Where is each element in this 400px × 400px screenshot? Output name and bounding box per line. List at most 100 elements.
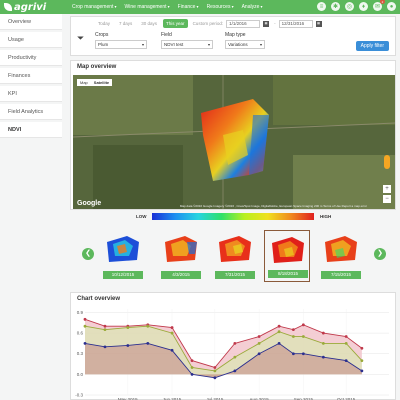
data-point [170,348,174,352]
snapshot-date: 7/31/2015 [215,271,255,279]
sidebar-item-finances[interactable]: Finances [0,68,62,84]
date-from-input[interactable]: 1/1/2016 [226,19,261,28]
data-point [213,376,217,380]
street-view-pegman-icon[interactable] [384,155,390,169]
field-label: Field [161,32,172,38]
data-point [103,345,107,349]
data-point [321,342,325,345]
sidebar-item-overview[interactable]: Overview [0,14,62,30]
y-tick-label: 0.6 [77,331,84,336]
field-select[interactable]: NDVI test [161,40,213,49]
nav-finance[interactable]: Finance [178,4,199,10]
data-point [277,330,281,334]
notifications-icon[interactable]: ✉ 2 [373,0,385,11]
data-point [301,335,305,338]
data-point [360,359,364,362]
data-point [146,324,150,328]
main-nav: Crop management Wine management Finance … [72,4,263,10]
period-today[interactable]: Today [98,21,111,26]
notification-badge: 2 [380,0,385,4]
apply-filter-button[interactable]: Apply filter [355,41,389,51]
data-point [360,346,364,350]
next-arrow-button[interactable]: ❯ [374,248,386,260]
snapshot-thumbnail[interactable]: 7/15/2015 [318,230,364,282]
snapshot-thumbnail[interactable]: 4/3/2015 [158,230,204,282]
data-point [257,335,261,338]
snapshot-date: 7/15/2015 [321,271,361,279]
calendar-icon[interactable]: ▦ [263,20,270,27]
crops-label: Crops [95,32,109,38]
data-point [257,342,261,345]
data-point [277,342,281,345]
nav-resources[interactable]: Resources [207,4,234,10]
maptype-select[interactable]: Variations [225,40,265,49]
data-point [233,355,237,359]
snapshot-date: 10/12/2015 [103,271,143,279]
app-logo[interactable]: agrivi [0,2,68,13]
snapshot-image [325,236,357,262]
sidebar-item-usage[interactable]: Usage [0,32,62,48]
y-tick-label: 0.3 [77,351,84,356]
data-point [146,342,150,345]
snapshot-thumbnail-selected[interactable]: 8/18/2015 [264,230,310,282]
zoom-out-button[interactable]: − [383,195,391,203]
data-point [291,335,295,338]
chart-overview-panel: Chart overview 0.9 0.6 0.3 0.0 -0.3 May 2015 J… [70,292,396,400]
y-tick-label: -0.3 [75,393,83,398]
data-point [344,342,348,345]
tab-satellite[interactable]: Satellite [93,80,110,85]
list-icon[interactable]: ≡ [317,2,326,11]
data-point [360,369,364,373]
map-overview-panel: Map overview [70,60,396,210]
data-point [301,323,305,327]
data-point [213,366,217,369]
sidebar-item-field-analytics[interactable]: Field Analytics [0,104,62,120]
date-separator: - [274,21,276,26]
snapshot-thumbnail[interactable]: 7/31/2015 [212,230,258,282]
calendar-icon[interactable]: ▦ [315,20,322,27]
sidebar-item-kpi[interactable]: KPI [0,86,62,102]
wine-icon[interactable]: ♦ [359,2,368,11]
settings-icon[interactable]: ✱ [331,2,340,11]
nav-crop-management[interactable]: Crop management [72,4,117,10]
data-point [213,369,217,373]
satellite-imagery [73,75,395,209]
tab-map[interactable]: Map [80,80,88,85]
period-selector: Today 7 days 30 days This year Custom pe… [95,19,322,28]
chart-overview-title: Chart overview [77,296,121,302]
series-area [85,343,362,378]
period-this-year[interactable]: This year [163,19,188,28]
maptype-label: Map type [225,32,246,38]
prev-arrow-button[interactable]: ❮ [82,248,94,260]
nav-analyze[interactable]: Analyze [242,4,263,10]
ndvi-color-legend [152,213,314,220]
x-tick-label: Jun 2015 [163,397,182,400]
data-point [233,369,237,373]
x-tick-label: Aug 2015 [249,397,269,400]
data-point [344,359,348,362]
legend-low-label: LOW [136,214,147,219]
user-icon[interactable]: ● [387,2,396,11]
data-point [344,335,348,338]
ndvi-map[interactable]: Map Satellite + − Google Map data ©2016 … [73,75,395,209]
data-point [83,324,87,328]
data-point [190,366,194,369]
snapshot-date: 4/3/2015 [161,271,201,279]
sidebar-item-productivity[interactable]: Productivity [0,50,62,66]
nav-wine-management[interactable]: Wine management [125,4,170,10]
period-30-days[interactable]: 30 days [141,21,158,26]
ndvi-chart[interactable]: 0.9 0.6 0.3 0.0 -0.3 May 2015 Jun 2015 Jul 2015… [71,293,397,400]
sidebar-item-ndvi[interactable]: NDVI [0,122,62,138]
date-to-input[interactable]: 12/31/2016 [278,19,313,28]
data-point [233,342,237,345]
support-icon[interactable]: ◎ [345,2,354,11]
data-point [321,331,325,335]
y-tick-label: 0.0 [77,372,84,377]
period-7-days[interactable]: 7 days [119,21,133,26]
crops-select[interactable]: Plum [95,40,147,49]
data-point [291,352,295,356]
snapshot-image [272,237,304,263]
zoom-in-button[interactable]: + [383,185,391,193]
snapshot-thumbnail[interactable]: 10/12/2015 [100,230,146,282]
data-point [257,352,261,356]
